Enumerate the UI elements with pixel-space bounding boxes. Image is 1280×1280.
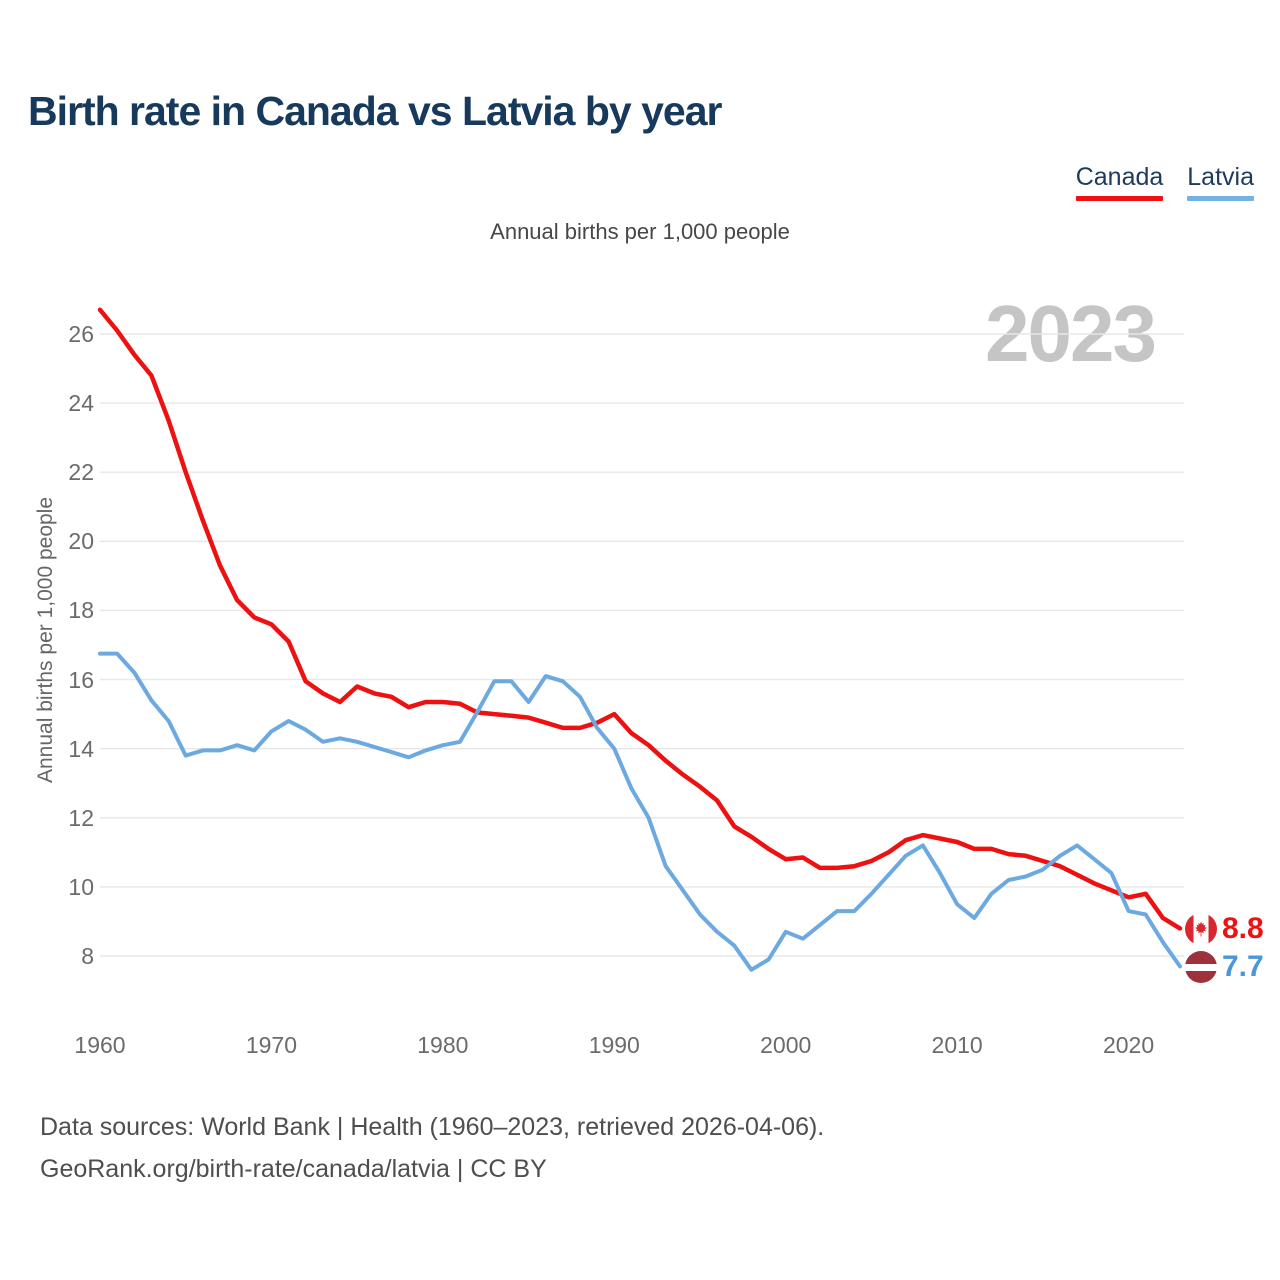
chart-subtitle: Annual births per 1,000 people [490, 219, 790, 244]
x-tick-label: 2000 [760, 1032, 812, 1058]
x-tick-label: 1990 [588, 1032, 640, 1058]
page-title: Birth rate in Canada vs Latvia by year [28, 88, 722, 134]
series-line-latvia [98, 651, 1182, 972]
y-tick-label: 12 [68, 804, 94, 831]
y-tick-label: 24 [68, 390, 94, 417]
canada-flag-icon [1185, 913, 1217, 945]
y-tick-label: 8 [81, 943, 94, 969]
footer: Data sources: World Bank | Health (1960–… [40, 1106, 824, 1190]
footer-attribution-line: GeoRank.org/birth-rate/canada/latvia | C… [40, 1155, 547, 1183]
maple-leaf-icon [1195, 921, 1207, 937]
x-tick-label: 1960 [74, 1032, 126, 1058]
legend-swatch-canada [1075, 196, 1164, 201]
y-tick-label: 14 [68, 735, 94, 762]
y-tick-label: 10 [68, 873, 94, 900]
y-tick-label: 18 [68, 597, 94, 624]
x-tick-label: 2010 [931, 1032, 983, 1058]
legend-label-canada: Canada [1075, 163, 1164, 191]
latvia-end-value: 7.7 [1222, 950, 1264, 983]
series-line-canada [97, 307, 1183, 931]
footer-source-line: Data sources: World Bank | Health (1960–… [40, 1113, 825, 1141]
x-tick-label: 2020 [1102, 1032, 1155, 1058]
x-tick-label: 1970 [245, 1032, 297, 1058]
legend: Canada Latvia [1075, 163, 1254, 201]
series-end-label-canada: 8.8 [1185, 913, 1264, 945]
legend-swatch-latvia [1187, 196, 1254, 201]
y-tick-label: 20 [68, 528, 94, 555]
legend-item-canada[interactable]: Canada [1075, 163, 1164, 201]
y-tick-label: 26 [68, 320, 94, 347]
y-tick-label: 16 [68, 666, 94, 693]
canada-end-value: 8.8 [1222, 912, 1264, 945]
x-tick-label: 1980 [417, 1032, 469, 1058]
y-tick-label: 22 [68, 459, 94, 486]
legend-item-latvia[interactable]: Latvia [1187, 163, 1254, 201]
latvia-flag-icon [1185, 951, 1217, 983]
legend-label-latvia: Latvia [1187, 163, 1254, 191]
series-end-label-latvia: 7.7 [1185, 951, 1264, 983]
